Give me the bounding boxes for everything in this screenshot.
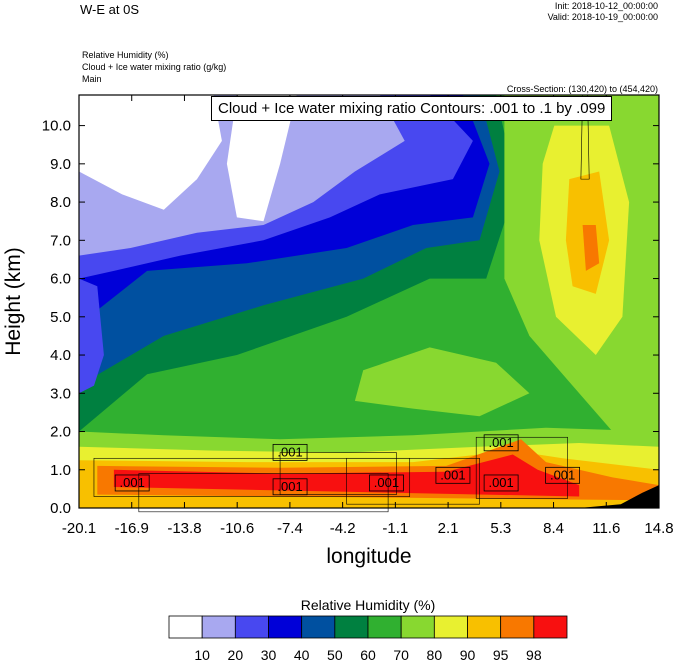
- terrain: [579, 485, 659, 508]
- colorbar-swatch: [433, 615, 468, 639]
- x-tick-label: -1.1: [382, 520, 408, 537]
- contour-line: [138, 473, 389, 513]
- x-tick-label: -20.1: [62, 520, 96, 537]
- init-time: Init: 2018-10-12_00:00:00: [554, 1, 658, 11]
- contour-line: [346, 457, 480, 505]
- contour-label-box: [272, 443, 308, 461]
- colorbar-tick-label: 20: [228, 647, 244, 663]
- contour-label: .001: [440, 467, 465, 482]
- contour-label-box: [545, 466, 581, 484]
- contour-label-box: [272, 478, 308, 496]
- colorbar-swatch: [500, 615, 535, 639]
- rh-band-10: [79, 95, 222, 210]
- x-tick-label: -4.2: [330, 520, 356, 537]
- colorbar-swatch: [467, 615, 502, 639]
- x-tick-label: 5.3: [490, 520, 511, 537]
- chart-title: W-E at 0S: [80, 2, 140, 17]
- x-axis-label: longitude: [326, 545, 411, 568]
- contour-label-box: [369, 474, 404, 492]
- colorbar-tick-label: 70: [393, 647, 409, 663]
- contour-label: .001: [488, 475, 513, 490]
- contour-line: [580, 94, 590, 180]
- x-tick-label: -16.9: [115, 520, 149, 537]
- x-tick-label: 14.8: [644, 520, 673, 537]
- x-tick-label: -7.4: [277, 520, 303, 537]
- colorbar-swatch: [168, 615, 203, 639]
- y-axis-label: Height (km): [2, 247, 25, 356]
- colorbar-tick-label: 40: [294, 647, 310, 663]
- colorbar-tick-label: 60: [360, 647, 376, 663]
- colorbar-swatch: [268, 615, 303, 639]
- contour-label-box: [114, 474, 150, 492]
- colorbar-tick-label: 80: [427, 647, 443, 663]
- y-tick-label: 5.0: [50, 309, 71, 326]
- y-tick-label: 4.0: [50, 347, 71, 364]
- contour-label-box: [483, 474, 519, 492]
- x-tick-label: 8.4: [543, 520, 564, 537]
- colorbar-swatch: [400, 615, 435, 639]
- y-tick-label: 8.0: [50, 194, 71, 211]
- field-label-cloud: Cloud + Ice water mixing ratio (g/kg): [82, 62, 227, 72]
- colorbar-swatch: [367, 615, 402, 639]
- colorbar-swatch: [201, 615, 236, 639]
- contour-label-box: [483, 434, 519, 452]
- y-tick-label: 0.0: [50, 500, 71, 517]
- field-label-rh: Relative Humidity (%): [82, 50, 169, 60]
- rh-band-98a: [582, 225, 600, 271]
- contour-label: .001: [120, 475, 145, 490]
- colorbar-swatch: [334, 615, 369, 639]
- x-tick-label: 2.1: [438, 520, 459, 537]
- colorbar-swatch: [533, 615, 568, 639]
- contour-label: .001: [374, 475, 399, 490]
- contour-label: .001: [550, 467, 575, 482]
- x-tick-label: -13.8: [167, 520, 201, 537]
- y-tick-label: 7.0: [50, 232, 71, 249]
- contour-line: [93, 457, 411, 497]
- contour-info-box: Cloud + Ice water mixing ratio Contours:…: [211, 96, 613, 121]
- y-tick-label: 3.0: [50, 385, 71, 402]
- field-label-main: Main: [82, 74, 102, 84]
- x-tick-label: 11.6: [592, 520, 620, 537]
- colorbar-tick-label: 50: [327, 647, 343, 663]
- colorbar-tick-label: 98: [526, 647, 542, 663]
- colorbar-tick-label: 90: [460, 647, 476, 663]
- cross-section-label: Cross-Section: (130,420) to (454,420): [506, 84, 658, 94]
- y-tick-label: 9.0: [50, 156, 71, 173]
- colorbar-swatch: [301, 615, 336, 639]
- colorbar-tick-label: 95: [493, 647, 509, 663]
- colorbar-tick-label: 10: [194, 647, 210, 663]
- y-tick-label: 2.0: [50, 424, 71, 441]
- y-tick-label: 10.0: [42, 118, 71, 135]
- colorbar-title: Relative Humidity (%): [301, 597, 436, 613]
- contour-label-box: [435, 466, 471, 484]
- y-tick-label: 1.0: [50, 462, 71, 479]
- colorbar-tick-label: 30: [261, 647, 277, 663]
- rh-band-10b: [226, 95, 297, 222]
- y-tick-label: 6.0: [50, 271, 71, 288]
- contour-line: [475, 436, 568, 499]
- rh-mid-blob: [354, 347, 530, 417]
- contour-label: .001: [488, 435, 513, 450]
- valid-time: Valid: 2018-10-19_00:00:00: [547, 12, 658, 22]
- rh-left-column: [79, 278, 104, 394]
- x-tick-label: -10.6: [220, 520, 254, 537]
- contour-label: .001: [277, 479, 302, 494]
- colorbar-swatch: [234, 615, 269, 639]
- contour-line: [279, 452, 397, 495]
- contour-label: .001: [277, 444, 302, 459]
